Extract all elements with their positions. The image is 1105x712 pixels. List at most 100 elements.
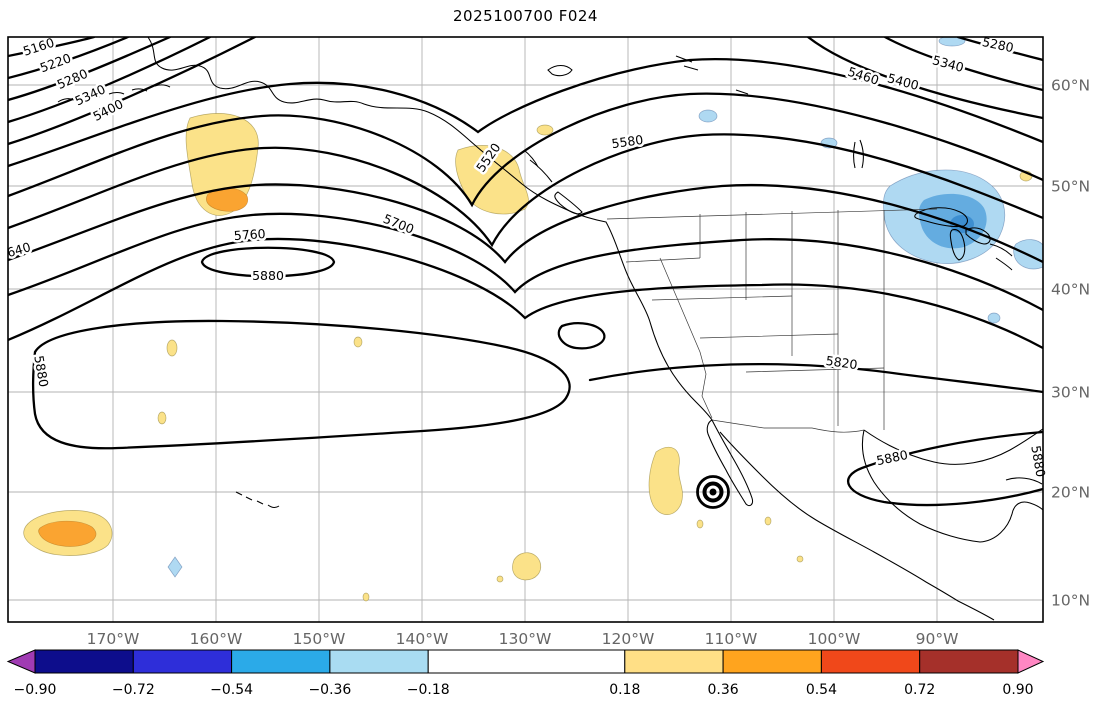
y-tick-label: 10°N bbox=[1051, 592, 1090, 610]
colorbar-tick-label: 0.36 bbox=[708, 682, 739, 698]
contour-5460 bbox=[8, 58, 1043, 168]
anomaly-patch bbox=[648, 446, 683, 515]
contour-5280-east bbox=[956, 37, 1043, 62]
contour-5880-ridge bbox=[31, 319, 571, 450]
contour-5220 bbox=[8, 37, 130, 80]
contour-5880-east bbox=[847, 430, 1043, 507]
y-tick-label: 30°N bbox=[1051, 384, 1090, 402]
anomaly-shading bbox=[23, 37, 1043, 602]
aleutian-islands bbox=[57, 84, 171, 103]
x-tick-label: 140°W bbox=[396, 630, 449, 648]
cyclone-inner-ring bbox=[702, 481, 724, 503]
lake-huron-erie-ontario bbox=[965, 227, 1013, 271]
contour-label: 5340 bbox=[931, 52, 966, 75]
state-borders bbox=[606, 208, 938, 433]
x-tick-label: 90°W bbox=[916, 630, 959, 648]
y-tick-label: 50°N bbox=[1051, 178, 1090, 196]
colorbar-tick-label: −0.36 bbox=[308, 682, 351, 698]
coastline-north-america bbox=[147, 37, 713, 421]
contour-label: 5700 bbox=[381, 211, 416, 237]
hawaiian-islands bbox=[235, 491, 280, 508]
tropical-cyclone-symbol bbox=[696, 475, 730, 509]
colorbar-segment bbox=[132, 649, 233, 674]
contour-label: 5280 bbox=[55, 66, 90, 92]
contour-label: 5880 bbox=[31, 354, 51, 388]
colorbar-segment bbox=[34, 649, 134, 674]
vancouver-island bbox=[554, 191, 583, 215]
page-title: 2025100700 F024 bbox=[453, 7, 598, 25]
anomaly-patch bbox=[938, 37, 966, 47]
cyclone-eye bbox=[709, 488, 717, 496]
arctic-island bbox=[675, 55, 749, 95]
anomaly-patch bbox=[987, 312, 1001, 324]
contour-5280 bbox=[8, 37, 172, 102]
lake-superior bbox=[914, 207, 969, 228]
height-contours bbox=[8, 37, 1043, 507]
anomaly-patch bbox=[764, 516, 772, 526]
colorbar-tick-label: −0.54 bbox=[210, 682, 253, 698]
cyclone-outer-ring bbox=[696, 475, 730, 509]
anomaly-patch bbox=[496, 575, 504, 583]
x-tick-label: 170°W bbox=[87, 630, 140, 648]
anomaly-patch bbox=[166, 339, 178, 357]
contour-label: 5880 bbox=[252, 268, 284, 283]
y-tick-label: 60°N bbox=[1051, 77, 1090, 95]
gridlines bbox=[8, 37, 1043, 622]
bc-islands bbox=[523, 149, 553, 183]
plot-frame bbox=[7, 36, 1044, 623]
contour-label: 5160 bbox=[21, 35, 56, 59]
x-tick-label: 150°W bbox=[293, 630, 346, 648]
contour-5880-blob bbox=[557, 322, 606, 350]
anomaly-patch bbox=[353, 336, 363, 348]
anomaly-patch bbox=[157, 411, 167, 425]
state-border bbox=[625, 257, 701, 263]
contour-5400-east bbox=[806, 37, 1043, 120]
colorbar-segment bbox=[427, 649, 626, 674]
anomaly-patch bbox=[362, 592, 370, 602]
colorbar: −0.90 −0.72 −0.54 −0.36 −0.18 0.18 0.36 0.54 0.7… bbox=[6, 649, 1045, 698]
contour-labels: 5160522052805340540052805340540054605520… bbox=[3, 31, 1051, 480]
colorbar-arrow-left bbox=[6, 649, 36, 674]
arctic-island bbox=[547, 64, 573, 77]
contour-5340-east bbox=[883, 37, 1043, 92]
colorbar-tick-label: 0.18 bbox=[609, 682, 640, 698]
colorbar-tick-label: −0.72 bbox=[112, 682, 155, 698]
contour-label: 5460 bbox=[846, 64, 881, 88]
contour-5820 bbox=[588, 363, 1043, 394]
us-mexico-border bbox=[711, 419, 865, 433]
state-border bbox=[659, 257, 713, 419]
colorbar-segment bbox=[919, 649, 1019, 674]
colorbar-tick-label: 0.90 bbox=[1002, 682, 1033, 698]
anomaly-patch bbox=[512, 552, 542, 581]
contour-label: 5220 bbox=[38, 50, 73, 75]
coastline-gulf-north bbox=[863, 428, 1043, 465]
contour-5580 bbox=[8, 133, 1043, 248]
y-tick-label: 20°N bbox=[1051, 484, 1090, 502]
x-axis-labels: 170°W 160°W 150°W 140°W 130°W 120°W 110°W 100°W… bbox=[87, 630, 959, 648]
contour-5880-cell bbox=[200, 246, 336, 278]
colorbar-tick-label: −0.18 bbox=[407, 682, 450, 698]
anomaly-patch bbox=[185, 113, 259, 216]
y-tick-label: 40°N bbox=[1051, 281, 1090, 299]
contour-label: 5760 bbox=[233, 226, 266, 243]
colorbar-segment bbox=[231, 649, 331, 674]
colorbar-arrow-right bbox=[1017, 649, 1045, 674]
state-border bbox=[699, 210, 885, 430]
colorbar-tick-label: 0.72 bbox=[904, 682, 935, 698]
contour-5520 bbox=[8, 92, 1043, 208]
colorbar-tick-label: 0.54 bbox=[806, 682, 837, 698]
colorbar-segment bbox=[624, 649, 724, 674]
colorbar-tick-label: −0.90 bbox=[14, 682, 57, 698]
lake-michigan bbox=[949, 229, 966, 261]
anomaly-patch bbox=[796, 555, 804, 563]
x-tick-label: 160°W bbox=[190, 630, 243, 648]
contour-label: 640 bbox=[5, 239, 32, 260]
x-tick-label: 100°W bbox=[808, 630, 861, 648]
anomaly-patch bbox=[38, 520, 97, 547]
anomaly-patch bbox=[698, 109, 718, 123]
anomaly-patch bbox=[696, 519, 704, 529]
contour-5760 bbox=[8, 237, 1043, 350]
contour-label: 5400 bbox=[886, 70, 921, 93]
